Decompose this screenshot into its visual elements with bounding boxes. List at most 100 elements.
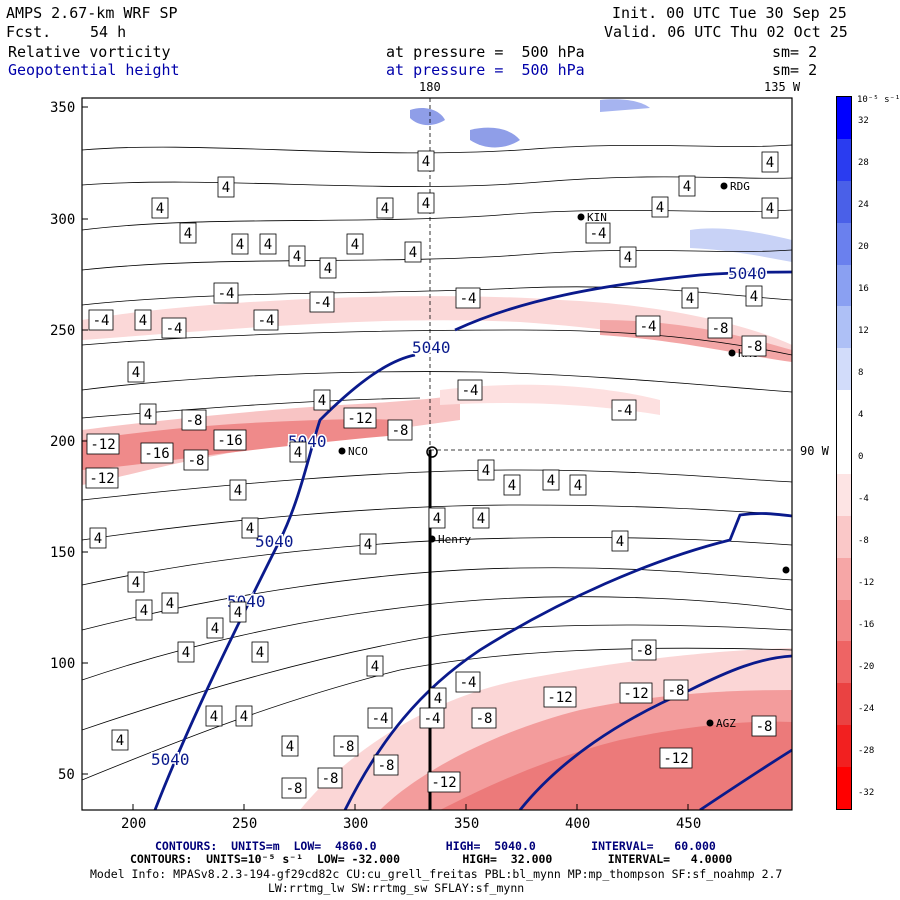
- vort-label: -4: [424, 711, 441, 727]
- field1-level: at pressure = 500 hPa: [386, 43, 585, 61]
- x-tick-250: 250: [232, 816, 257, 832]
- vort-label-box: [543, 686, 577, 708]
- vort-label: 4: [140, 603, 148, 619]
- station-agz: AGZ: [716, 717, 736, 730]
- vort-label: -16: [217, 433, 242, 449]
- x-tick-400: 400: [565, 816, 590, 832]
- vort-label-box: [319, 257, 337, 279]
- vort-label-box: [367, 707, 393, 729]
- vort-label-box: [235, 705, 253, 727]
- vort-label: -16: [144, 446, 169, 462]
- height-label-2: 5040: [412, 338, 451, 357]
- vort-label-box: [253, 309, 279, 331]
- vort-label: 4: [132, 575, 140, 591]
- vort-label-box: [151, 197, 169, 219]
- vort-label-box: [183, 449, 209, 471]
- model-title: AMPS 2.67-km WRF SP: [6, 4, 178, 22]
- station-rdg: RDG: [730, 180, 750, 193]
- colorbar-swatch: [837, 641, 851, 684]
- vort-label-box: [177, 641, 195, 663]
- vort-label-box: [161, 317, 187, 339]
- colorbar-tick: -20: [858, 662, 875, 672]
- vort-label-box: [288, 245, 306, 267]
- pos-vort-patch-2: [470, 127, 520, 148]
- vort-label: 4: [184, 226, 192, 242]
- init-time: Init. 00 UTC Tue 30 Sep 25: [612, 4, 847, 22]
- forecast-hours: 54 h: [90, 23, 127, 41]
- vort-label-box: [89, 527, 107, 549]
- vort-label-box: [741, 335, 767, 357]
- vort-label: 4: [364, 537, 372, 553]
- colorbar-tick: 24: [858, 200, 869, 210]
- vort-label: -4: [640, 319, 657, 335]
- vort-label: 4: [166, 596, 174, 612]
- colorbar-swatch: [837, 222, 851, 265]
- vort-label: -8: [186, 413, 203, 429]
- x-tick-300: 300: [343, 816, 368, 832]
- vort-label: -4: [166, 321, 183, 337]
- vort-label-box: [213, 282, 239, 304]
- y-tick-50: 50: [58, 767, 75, 783]
- colorbar-tick: 16: [858, 284, 869, 294]
- vort-label: -8: [476, 711, 493, 727]
- vort-label-box: [134, 309, 152, 331]
- vort-label: 4: [144, 407, 152, 423]
- vort-label-box: [678, 175, 696, 197]
- vort-label: -8: [712, 321, 729, 337]
- vort-label-box: [455, 287, 481, 309]
- vort-label: 4: [293, 249, 301, 265]
- vort-label-box: [659, 747, 693, 769]
- vort-label: 4: [547, 473, 555, 489]
- x-tick-200: 200: [121, 816, 146, 832]
- height-label-1: 5040: [728, 264, 767, 283]
- vort-label-box: [135, 599, 153, 621]
- vort-label: -8: [746, 339, 763, 355]
- colorbar-tick: 32: [858, 116, 869, 126]
- vort-label: -12: [89, 471, 114, 487]
- vort-label: 4: [324, 261, 332, 277]
- height-label-6: 5040: [151, 750, 190, 769]
- vort-label-box: [619, 682, 653, 704]
- field1-name: Relative vorticity: [8, 43, 171, 61]
- vort-label-box: [366, 655, 384, 677]
- vort-label-box: [428, 507, 446, 529]
- vort-label: -12: [431, 775, 456, 791]
- y-tick-200: 200: [50, 434, 75, 450]
- vort-label-box: [417, 150, 435, 172]
- vort-label-box: [455, 671, 481, 693]
- y-tick-300: 300: [50, 212, 75, 228]
- vort-label-box: [419, 707, 445, 729]
- colorbar-tick: 8: [858, 368, 864, 378]
- vort-label: 4: [409, 245, 417, 261]
- vort-label: 4: [381, 201, 389, 217]
- vort-label-box: [139, 403, 157, 425]
- footer-model-info: Model Info: MPASv8.2.3-194-gf29cd82c CU:…: [90, 867, 783, 881]
- pos-vort-patch-3: [410, 108, 445, 126]
- vort-label: 4: [624, 250, 632, 266]
- vort-label: 4: [318, 393, 326, 409]
- vort-label: -8: [188, 453, 205, 469]
- vort-label-box: [569, 474, 587, 496]
- vort-label: 4: [422, 154, 430, 170]
- vort-label-box: [751, 715, 777, 737]
- colorbar-tick: -32: [858, 788, 875, 798]
- colorbar-tick: 28: [858, 158, 869, 168]
- x-tick-450: 450: [676, 816, 701, 832]
- colorbar-tick: 0: [858, 452, 864, 462]
- vort-label: -4: [462, 383, 479, 399]
- vort-label: 4: [240, 709, 248, 725]
- vort-label: -4: [460, 291, 477, 307]
- vort-label-box: [111, 729, 129, 751]
- vort-label-box: [376, 197, 394, 219]
- vort-label-box: [86, 433, 120, 455]
- vort-label: 4: [574, 478, 582, 494]
- vort-label-box: [85, 467, 119, 489]
- neg-vort-core-lower2: [440, 721, 792, 810]
- vort-label: 4: [156, 201, 164, 217]
- vort-label-box: [471, 707, 497, 729]
- colorbar-tick: 12: [858, 326, 869, 336]
- vort-label: -12: [623, 686, 648, 702]
- vort-label-box: [343, 407, 377, 429]
- colorbar-swatch: [837, 432, 851, 474]
- vort-label: 4: [234, 483, 242, 499]
